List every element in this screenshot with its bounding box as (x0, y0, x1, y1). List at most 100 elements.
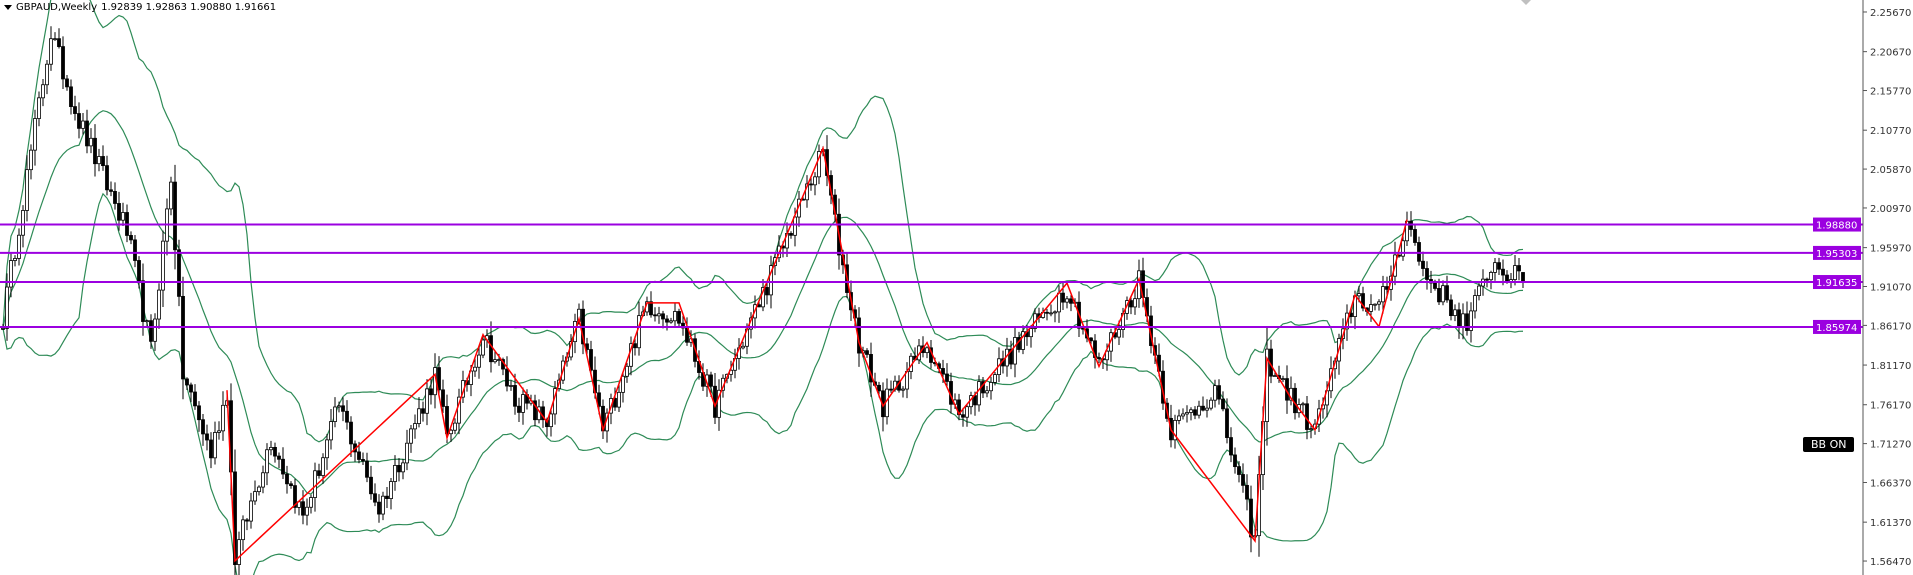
candle-body (1473, 295, 1477, 312)
candle-body (1517, 265, 1521, 272)
candle-body (1301, 403, 1305, 406)
candle-body (1477, 285, 1481, 296)
bb-middle-band (2, 110, 1524, 495)
candle-body (653, 314, 657, 317)
candle-body (105, 165, 109, 191)
candle-body (1105, 350, 1109, 361)
candle-body (141, 280, 145, 322)
candle-body (1173, 419, 1177, 441)
candle-body (221, 404, 225, 432)
candle-body (329, 421, 333, 441)
candle-body (133, 239, 137, 261)
candle-body (249, 500, 253, 522)
price-tick-label: 2.00970 (1870, 204, 1911, 215)
candle-body (1461, 313, 1465, 328)
candle-body (1501, 268, 1505, 276)
candle-body (177, 249, 181, 297)
candle-body (673, 311, 677, 322)
candle-body (189, 384, 193, 393)
candle-body (65, 78, 69, 88)
candle-body (1417, 242, 1421, 262)
candle-body (1193, 409, 1197, 416)
candle-body (389, 481, 393, 499)
horizontal-levels[interactable]: 1.98880 1.95303 1.91635 1.85974 (0, 217, 1863, 334)
candle-body (17, 234, 21, 259)
candle-body (1381, 286, 1385, 303)
candle-body (1385, 286, 1389, 290)
candle-body (57, 38, 61, 47)
candle-body (789, 233, 793, 236)
level-price-label: 1.98880 (1816, 221, 1857, 232)
candle-body (49, 38, 53, 65)
candle-body (185, 378, 189, 386)
candle-body (473, 366, 477, 372)
candle-body (985, 390, 989, 394)
bb-lower-band (2, 192, 1524, 575)
candle-body (1021, 331, 1025, 350)
candle-body (193, 391, 197, 407)
chart-title: GBPAUD,Weekly 1.92839 1.92863 1.90880 1.… (4, 2, 276, 13)
candle-body (273, 446, 277, 457)
candles (1, 26, 1525, 575)
candle-body (333, 406, 337, 422)
candle-body (1069, 298, 1073, 304)
candle-body (365, 460, 369, 478)
candle-body (625, 365, 629, 377)
candle-body (357, 451, 361, 460)
candle-body (1401, 240, 1405, 257)
candle-body (1177, 415, 1181, 421)
candle-body (149, 320, 153, 342)
candle-body (1305, 403, 1309, 430)
candle-body (25, 169, 29, 211)
candle-body (769, 265, 773, 296)
candle-body (1, 328, 5, 330)
price-tick-label: 1.86170 (1870, 321, 1911, 332)
candle-body (377, 501, 381, 515)
candle-body (129, 235, 133, 241)
candle-body (289, 483, 293, 487)
candle-body (77, 113, 81, 129)
candle-body (253, 491, 257, 502)
candle-body (281, 458, 285, 475)
candle-body (401, 462, 405, 473)
candle-body (901, 388, 905, 391)
level-price-tag (1813, 275, 1861, 290)
candle-body (205, 433, 209, 441)
candle-body (649, 301, 653, 316)
candle-body (1493, 262, 1497, 273)
candle-body (521, 394, 525, 413)
candle-body (413, 423, 417, 430)
price-tick-label: 2.25670 (1870, 8, 1911, 19)
candle-body (393, 465, 397, 482)
candle-body (265, 449, 269, 474)
candle-body (597, 392, 601, 407)
candle-body (717, 389, 721, 418)
level-price-label: 1.85974 (1816, 323, 1857, 334)
candle-body (1293, 387, 1297, 414)
candle-body (709, 374, 713, 387)
candle-body (1449, 299, 1453, 317)
bb-on-badge[interactable]: BB ON (1803, 437, 1855, 452)
candle-body (73, 106, 77, 114)
chart-shift-marker-icon[interactable] (1521, 0, 1531, 5)
candle-body (517, 405, 521, 413)
candle-body (197, 405, 201, 421)
candle-body (481, 339, 485, 356)
candle-body (813, 176, 817, 186)
candle-body (1189, 409, 1193, 413)
candle-body (1205, 407, 1209, 411)
candle-body (817, 151, 821, 178)
candle-body (617, 391, 621, 408)
dropdown-triangle-icon[interactable] (4, 5, 12, 10)
candle-body (1009, 348, 1013, 365)
candle-body (301, 501, 305, 516)
candle-body (761, 287, 765, 308)
ohlc-values: 1.92839 1.92863 1.90880 1.91661 (101, 2, 277, 13)
candle-body (145, 320, 149, 323)
candle-body (681, 322, 685, 329)
price-tick-label: 1.81170 (1870, 361, 1911, 372)
candle-body (1489, 272, 1493, 281)
candle-body (1097, 357, 1101, 360)
candle-body (1361, 293, 1365, 309)
